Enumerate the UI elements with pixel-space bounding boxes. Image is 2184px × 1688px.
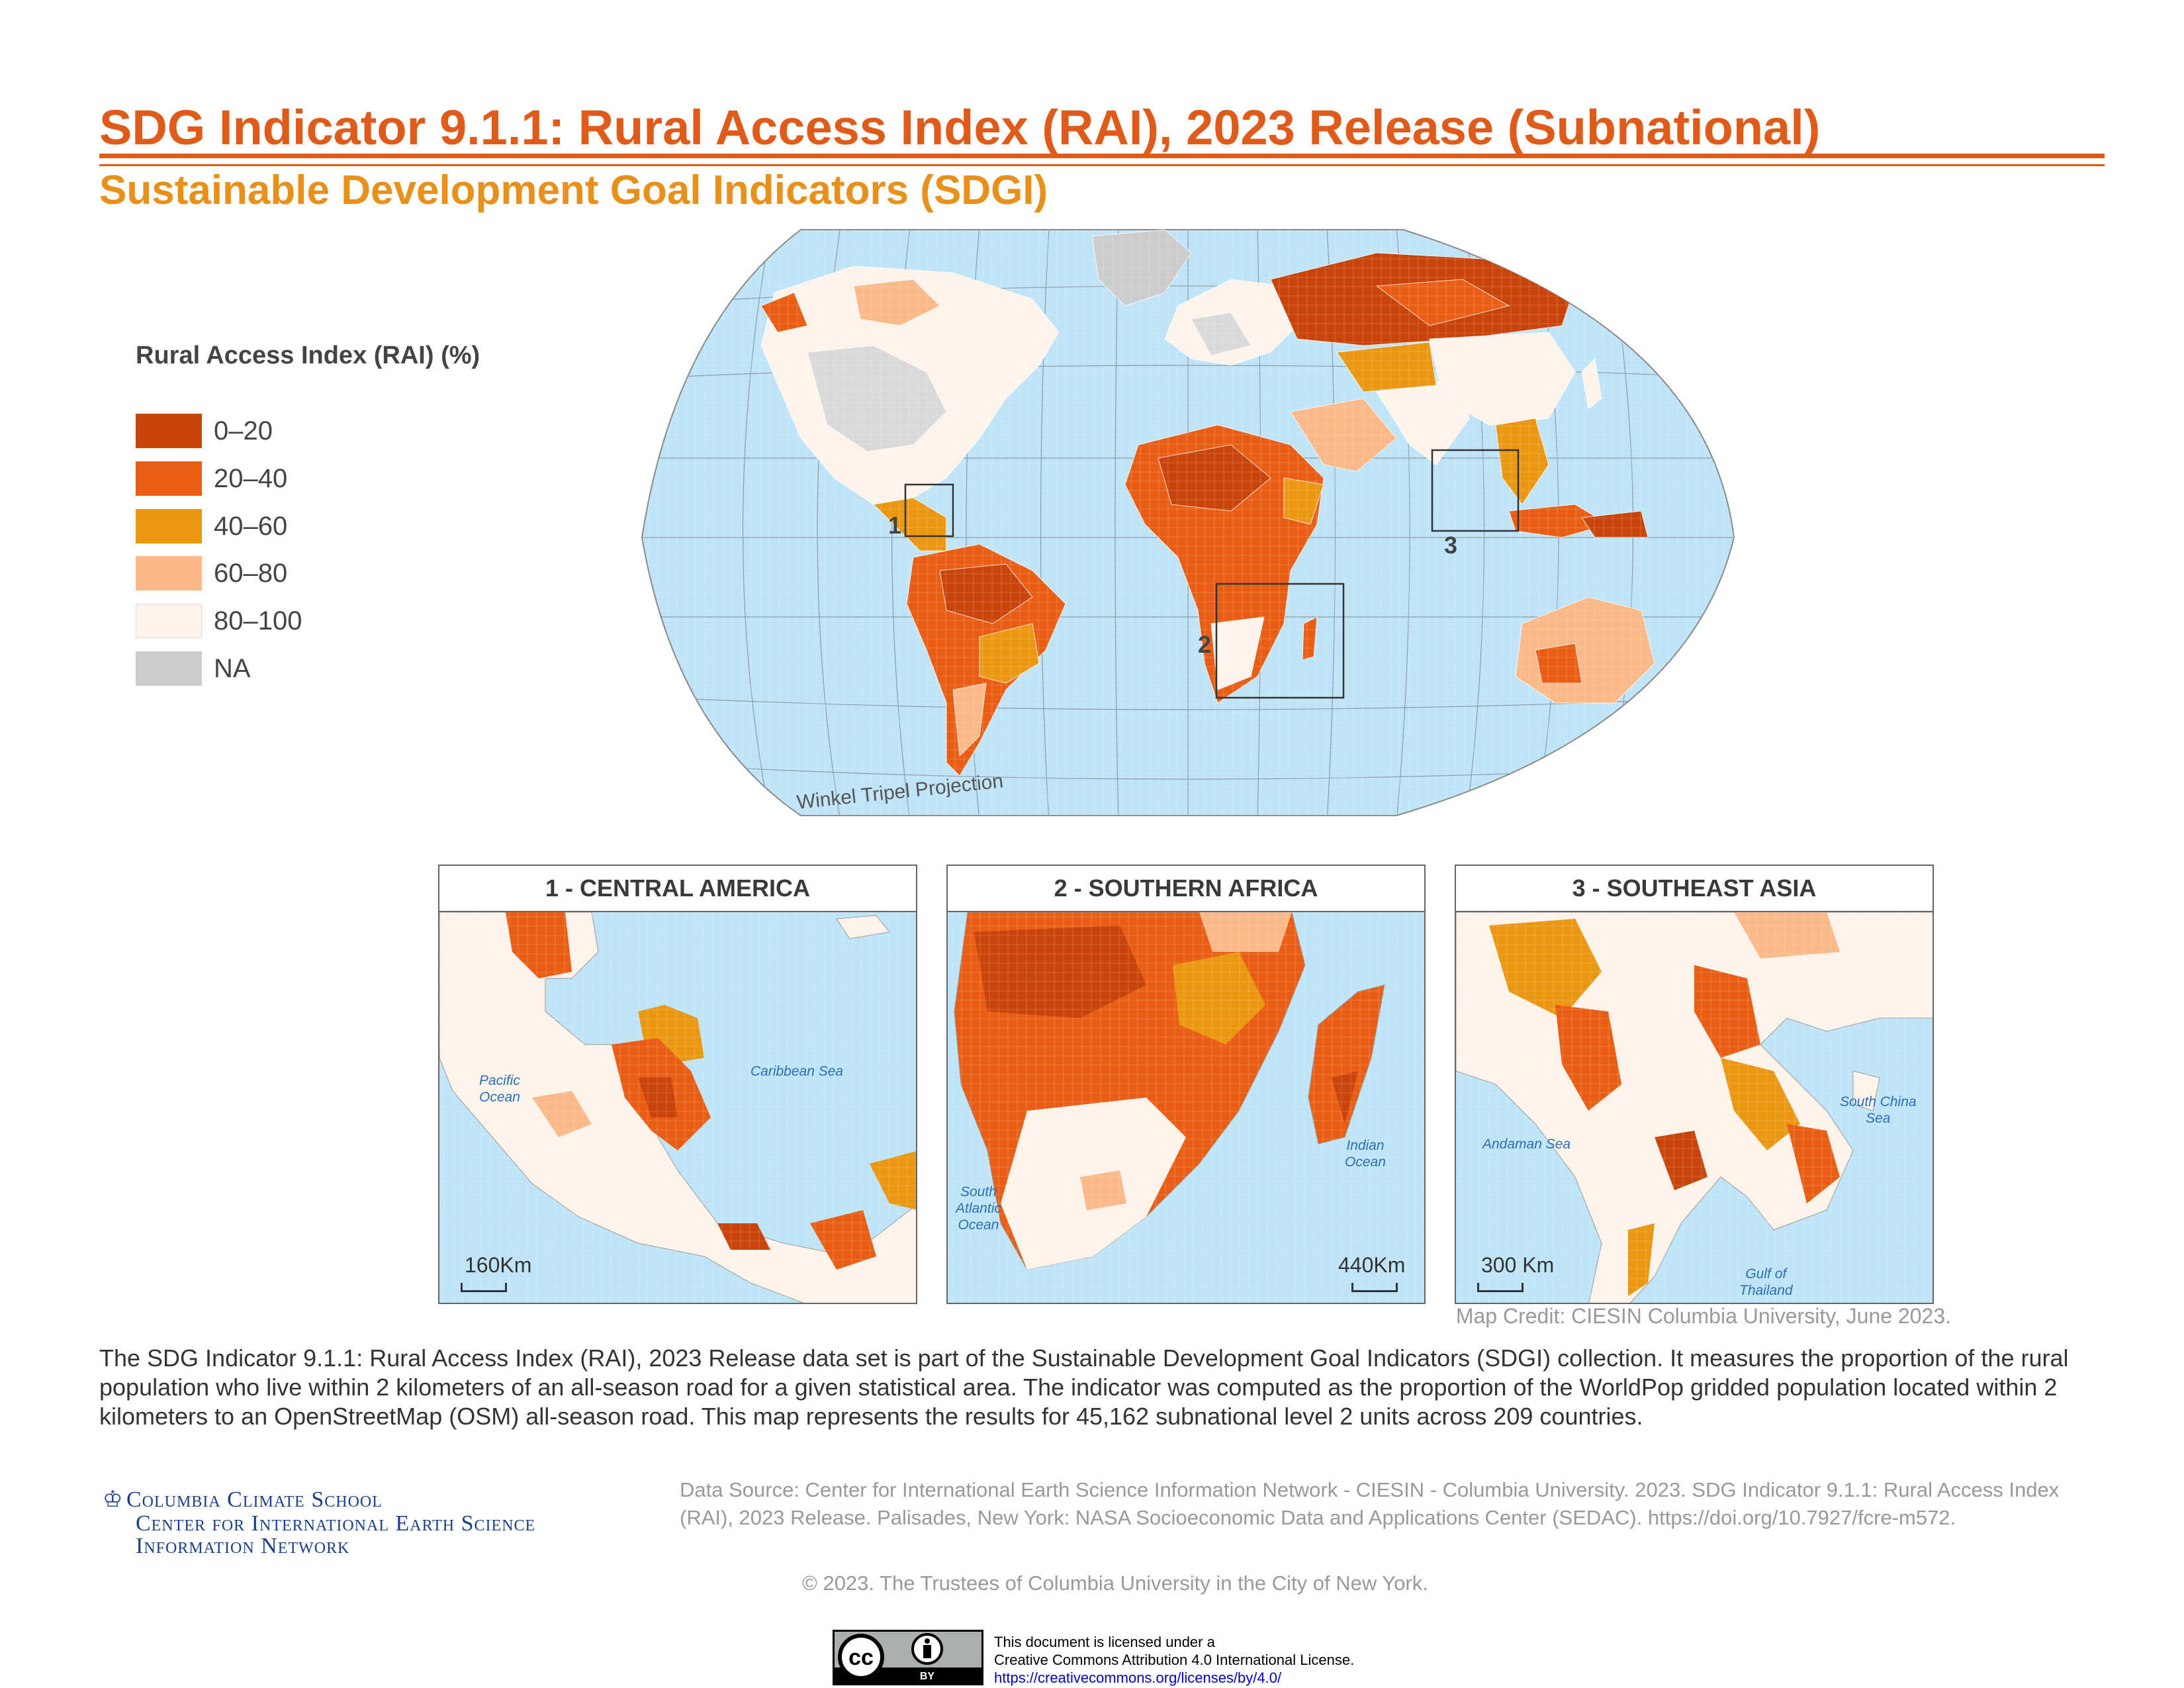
inset-heading: 3 - SOUTHEAST ASIA — [1456, 866, 1933, 912]
cc-icon: cc BY — [835, 1632, 981, 1683]
sea-label: South Atlantic Ocean — [956, 1184, 1001, 1233]
by-text: BY — [920, 1671, 935, 1682]
scale-label: 440Km — [1338, 1253, 1406, 1277]
legend-swatch — [136, 414, 202, 448]
legend-label: 60–80 — [214, 558, 288, 588]
legend-item: NA — [136, 651, 251, 686]
legend-item: 20–40 — [136, 461, 287, 496]
logo-line3: Information Network — [136, 1534, 350, 1558]
inset-map — [439, 912, 916, 1303]
map-subtitle: Sustainable Development Goal Indicators … — [99, 167, 1048, 213]
title-rule — [99, 154, 2105, 158]
legend-item: 60–80 — [136, 556, 287, 590]
logo-line2: Center for International Earth Science — [136, 1511, 536, 1536]
legend-item: 0–20 — [136, 414, 273, 448]
legend-swatch — [136, 461, 202, 496]
inset-heading: 2 - SOUTHERN AFRICA — [948, 866, 1424, 912]
legend-label: 0–20 — [214, 416, 273, 445]
license-line1: This document is licensed under a — [994, 1634, 1215, 1650]
legend-title: Rural Access Index (RAI) (%) — [136, 342, 480, 369]
legend-label: 40–60 — [214, 511, 288, 541]
scale-label: 160Km — [465, 1253, 532, 1277]
title-rule-thin — [99, 164, 2105, 166]
world-map: 1 2 3 Winkel Tripel Projection — [641, 229, 1735, 816]
inset-locator-2 — [1215, 583, 1345, 699]
data-source: Data Source: Center for International Ea… — [680, 1478, 2060, 1529]
scale-bar — [1351, 1283, 1398, 1292]
inset-marker-1: 1 — [888, 512, 901, 539]
copyright: © 2023. The Trustees of Columbia Univers… — [802, 1571, 1428, 1595]
inset-map — [1456, 912, 1933, 1303]
inset-marker-2: 2 — [1198, 631, 1211, 658]
legend-item: 80–100 — [136, 604, 302, 638]
map-title: SDG Indicator 9.1.1: Rural Access Index … — [99, 100, 1821, 155]
legend-swatch — [136, 651, 202, 686]
crown-icon: ♔ — [103, 1487, 124, 1512]
license-line2: Creative Commons Attribution 4.0 Interna… — [994, 1652, 1355, 1668]
cc-license-badge[interactable]: cc BY — [833, 1630, 983, 1685]
sea-label: South China Sea — [1840, 1094, 1917, 1127]
map-credit: Map Credit: CIESIN Columbia University, … — [1455, 1304, 1951, 1328]
land — [642, 230, 1734, 816]
cc-text: cc — [848, 1645, 874, 1670]
sea-label: Caribbean Sea — [751, 1064, 844, 1079]
inset-map — [948, 912, 1424, 1303]
scale-bar — [461, 1283, 507, 1292]
scale-bar — [1477, 1283, 1524, 1292]
description: The SDG Indicator 9.1.1: Rural Access In… — [99, 1344, 2069, 1430]
license-text: This document is licensed under a Creati… — [994, 1633, 1354, 1687]
legend-swatch — [136, 604, 202, 638]
inset-southeast-asia: 3 - SOUTHEAST ASIA Andaman Sea South Chi… — [1455, 865, 1934, 1304]
inset-heading: 1 - CENTRAL AMERICA — [439, 866, 916, 912]
sea-label: Pacific Ocean — [479, 1073, 520, 1105]
legend-swatch — [136, 556, 202, 590]
legend-label: NA — [214, 653, 251, 683]
legend-swatch — [136, 509, 202, 543]
legend-item: 40–60 — [136, 509, 287, 543]
inset-locator-1 — [904, 483, 954, 538]
scale-label: 300 Km — [1481, 1253, 1555, 1277]
logo-line1: Columbia Climate School — [126, 1487, 383, 1512]
legend-label: 80–100 — [214, 606, 302, 635]
sea-label: Gulf of Thailand — [1739, 1266, 1793, 1299]
legend-label: 20–40 — [214, 463, 288, 493]
inset-locator-3 — [1431, 449, 1520, 532]
inset-southern-africa: 2 - SOUTHERN AFRICA South Atlantic Ocean I… — [946, 865, 1426, 1304]
sea-label: Indian Ocean — [1345, 1138, 1386, 1170]
sea-label: Andaman Sea — [1482, 1137, 1571, 1152]
inset-marker-3: 3 — [1444, 532, 1457, 559]
inset-central-america: 1 - CENTRAL AMERICA Pacific Ocean Caribbe… — [438, 865, 917, 1304]
license-url-link[interactable]: https://creativecommons.org/licenses/by/… — [994, 1669, 1282, 1686]
columbia-logo: ♔ Columbia Climate School Center for Inte… — [103, 1486, 535, 1558]
